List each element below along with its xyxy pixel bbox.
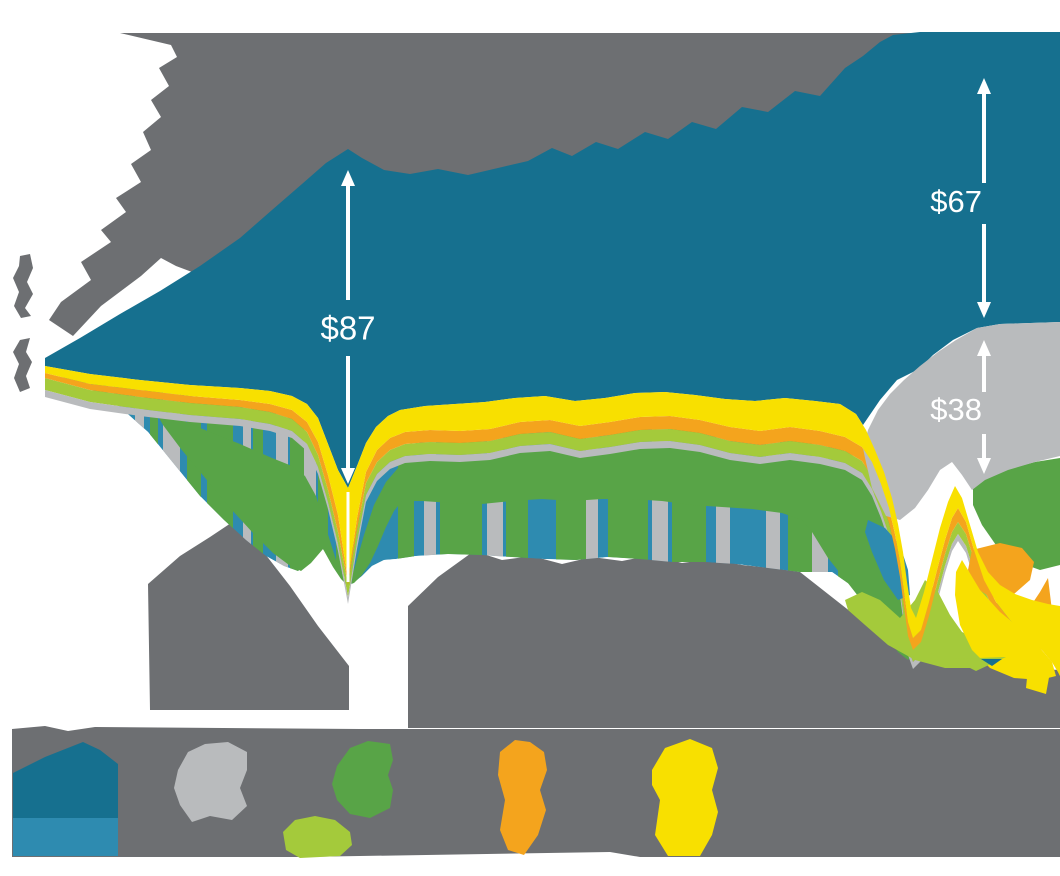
annotation-value-label: $38: [930, 392, 982, 427]
tail-yellow-mass: [955, 560, 1056, 680]
legend-swatch-yellow: [652, 739, 718, 856]
annotation-value-label: $87: [320, 310, 375, 347]
y-axis-label-blob: [13, 338, 32, 392]
arrowhead-down-icon: [977, 458, 991, 474]
light-green-band: [45, 378, 1000, 662]
arrowhead-up-icon: [977, 78, 991, 94]
stream-series: [45, 32, 1060, 680]
x-axis-blob-left: [148, 519, 349, 710]
legend-swatch-blue: [13, 818, 118, 856]
legend-swatch-teal: [13, 742, 118, 818]
legend-swatch-green: [332, 741, 393, 818]
annotations: $87 $67 $38: [320, 78, 991, 582]
barcode-stripe-green: [318, 368, 328, 650]
legend: [13, 657, 1050, 858]
legend-swatch-gray: [174, 742, 247, 822]
tail-green-right-mass: [973, 458, 1060, 570]
x-axis-blob-right: [408, 551, 1060, 728]
arrowhead-down-icon: [977, 302, 991, 318]
tail-blue-bit: [865, 520, 910, 600]
gray-area-right: [863, 322, 1060, 520]
tail-bit-yellow: [1026, 668, 1050, 694]
annotation-38: $38: [930, 340, 991, 474]
teal-area: [45, 32, 1060, 488]
legend-swatch-green-light: [283, 816, 352, 858]
annotation-87: $87: [320, 170, 376, 582]
y-axis-label-blob: [13, 254, 33, 318]
arrowhead-up-icon: [977, 340, 991, 356]
tail-orange-blob: [968, 543, 1034, 598]
green-area: [150, 402, 914, 660]
arrowhead-up-icon: [341, 170, 355, 186]
arrowhead-down-icon: [341, 468, 355, 484]
thin-gray-band: [45, 390, 974, 669]
rasterized-text-blobs: [12, 33, 1060, 857]
tail-bit-teal: [981, 659, 1002, 666]
legend-swatch-orange: [498, 740, 547, 855]
title-text-blob: [49, 33, 1048, 336]
annotation-67: $67: [930, 78, 991, 318]
annotation-value-label: $67: [930, 184, 982, 219]
